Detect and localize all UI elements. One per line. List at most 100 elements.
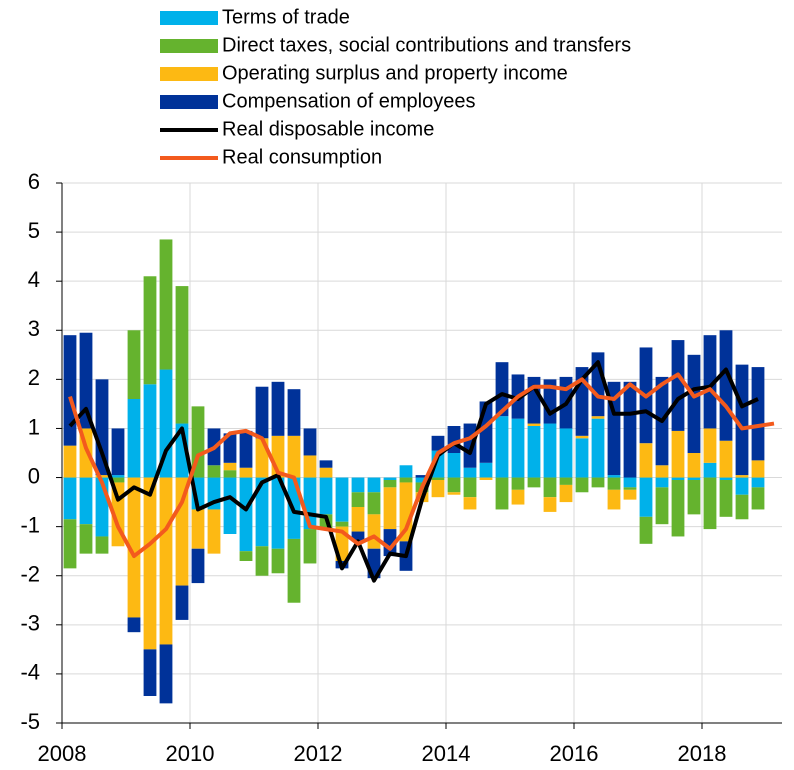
bar (271, 381, 285, 436)
y-tick-label: -1 (20, 512, 40, 537)
y-tick-label: -3 (20, 611, 40, 636)
bar (527, 477, 541, 488)
bar (623, 381, 637, 478)
bar (191, 509, 205, 549)
bar (527, 423, 541, 426)
bar (63, 477, 77, 520)
bar (399, 477, 413, 483)
y-tick-label: -4 (20, 660, 40, 685)
bar (351, 492, 365, 507)
bar (383, 529, 397, 557)
bar (463, 477, 477, 498)
bar (639, 443, 653, 478)
bar (479, 401, 493, 463)
bar (751, 477, 765, 488)
bar (399, 482, 413, 542)
bar (223, 477, 237, 534)
bar (319, 460, 333, 468)
bar (447, 453, 461, 478)
bar (527, 376, 541, 424)
bar (367, 477, 381, 493)
bar (543, 423, 557, 478)
bar (239, 477, 253, 552)
bar (751, 460, 765, 478)
bar (495, 416, 509, 478)
bar (143, 276, 157, 385)
bar (95, 379, 109, 476)
legend-swatch (160, 39, 218, 53)
bar (143, 477, 157, 650)
bar (351, 531, 365, 542)
legend-label: Real consumption (222, 146, 382, 168)
bar (751, 367, 765, 461)
bar (719, 330, 733, 441)
bar (735, 494, 749, 520)
legend-swatch (160, 11, 218, 25)
x-tick-label: 2014 (422, 741, 471, 766)
bar (127, 399, 141, 478)
bar (719, 440, 733, 478)
bar (463, 497, 477, 510)
bar (687, 354, 701, 453)
bar (607, 489, 621, 510)
bar (319, 477, 333, 515)
bar (111, 477, 125, 483)
bar (111, 475, 125, 478)
bar (575, 438, 589, 478)
bar (447, 477, 461, 493)
bar (735, 364, 749, 476)
bar (79, 524, 93, 554)
bar (367, 492, 381, 515)
bar (175, 585, 189, 620)
bar (271, 477, 285, 549)
bar (191, 548, 205, 584)
bar (287, 435, 301, 478)
bar (255, 477, 269, 547)
bar (159, 644, 173, 704)
bar (367, 514, 381, 549)
bar (495, 362, 509, 417)
bar (543, 477, 557, 498)
bar (223, 433, 237, 463)
bar (655, 477, 669, 488)
bar (351, 507, 365, 532)
y-tick-label: 1 (28, 414, 40, 439)
bar (63, 335, 77, 446)
bar (559, 477, 573, 485)
bar (255, 546, 269, 576)
bar (719, 477, 733, 480)
y-tick-label: 2 (28, 365, 40, 390)
legend-label: Real disposable income (222, 118, 434, 140)
bar (511, 418, 525, 478)
line (68, 360, 759, 583)
bar (671, 480, 685, 537)
bar (511, 489, 525, 505)
bar (319, 467, 333, 478)
bar (623, 487, 637, 490)
bar (159, 477, 173, 645)
bar (735, 477, 749, 495)
x-tick-label: 2010 (166, 741, 215, 766)
bar (127, 330, 141, 399)
bar (687, 477, 701, 480)
bar (111, 428, 125, 476)
y-tick-label: 6 (28, 169, 40, 194)
bar (687, 480, 701, 515)
bar (159, 239, 173, 370)
y-tick-label: -2 (20, 562, 40, 587)
bar (223, 470, 237, 478)
bar (671, 340, 685, 431)
bar (127, 477, 141, 618)
bar (575, 477, 589, 493)
bar (63, 445, 77, 478)
bar (79, 332, 93, 429)
legend-label: Direct taxes, social contributions and t… (222, 34, 631, 56)
x-tick-label: 2018 (678, 741, 727, 766)
bar (303, 529, 317, 564)
legend-swatch (160, 67, 218, 81)
bar (239, 430, 253, 468)
bar (639, 477, 653, 517)
bar (175, 286, 189, 424)
bar (383, 480, 397, 488)
legend-label: Terms of trade (222, 6, 350, 28)
